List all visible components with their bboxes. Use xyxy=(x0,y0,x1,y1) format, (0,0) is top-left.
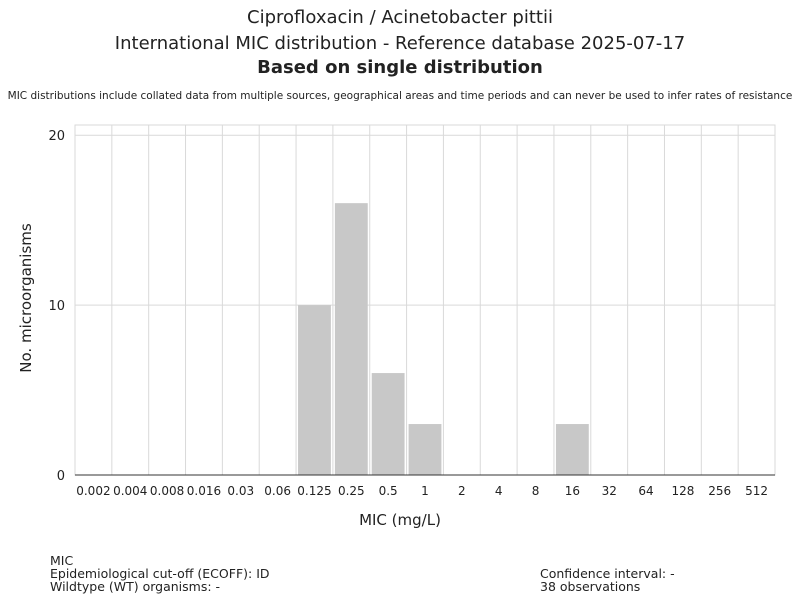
grid-layer xyxy=(74,124,776,476)
y-tick-label: 10 xyxy=(48,299,65,314)
footer-ecoff: Epidemiological cut-off (ECOFF): ID xyxy=(50,566,270,581)
y-tick-label: 20 xyxy=(48,129,65,144)
x-tick-label: 8 xyxy=(532,484,540,498)
mic-distribution-chart: 0 10 20 0.002 0.004 0.008 0.016 0.03 0.06 0.125 0.… xyxy=(17,124,776,529)
y-tick-label: 0 xyxy=(57,469,65,484)
x-tick-label: 2 xyxy=(458,484,466,498)
bar-0.125 xyxy=(298,305,331,475)
x-tick-label: 0.004 xyxy=(113,484,147,498)
x-tick-label: 0.002 xyxy=(76,484,110,498)
plot-frame xyxy=(74,124,776,476)
x-tick-label: 0.03 xyxy=(227,484,254,498)
disclaimer-note: MIC distributions include collated data … xyxy=(7,90,793,102)
x-tick-label: 64 xyxy=(638,484,653,498)
x-tick-label: 1 xyxy=(421,484,429,498)
x-tick-label: 256 xyxy=(708,484,731,498)
x-tick-label: 4 xyxy=(495,484,503,498)
x-tick-label: 0.008 xyxy=(150,484,184,498)
x-tick-label: 128 xyxy=(671,484,694,498)
x-tick-label: 512 xyxy=(745,484,768,498)
bar-16 xyxy=(555,424,589,475)
bar-1 xyxy=(408,424,442,475)
bar-layer xyxy=(298,203,589,475)
bar-0.25 xyxy=(334,203,368,475)
x-tick-label: 0.25 xyxy=(338,484,365,498)
x-tick-label: 0.5 xyxy=(379,484,398,498)
footer-mic: MIC xyxy=(50,553,74,568)
bar-0.5 xyxy=(371,373,405,475)
x-tick-label: 0.016 xyxy=(187,484,221,498)
x-axis-label: MIC (mg/L) xyxy=(359,511,441,529)
x-tick-label: 0.06 xyxy=(264,484,291,498)
x-tick-label: 32 xyxy=(602,484,617,498)
chart-title-line3: Based on single distribution xyxy=(257,57,543,78)
y-axis-label: No. microorganisms xyxy=(17,223,35,373)
x-tick-label: 0.125 xyxy=(297,484,331,498)
footer-observations: 38 observations xyxy=(540,579,641,594)
axis-layer: 0 10 20 0.002 0.004 0.008 0.016 0.03 0.06 0.125 0.… xyxy=(48,129,775,498)
chart-title-line1: Ciprofloxacin / Acinetobacter pittii xyxy=(247,7,553,28)
footer-wildtype: Wildtype (WT) organisms: - xyxy=(50,579,221,594)
chart-title-line2: International MIC distribution - Referen… xyxy=(114,33,686,54)
x-tick-label: 16 xyxy=(565,484,580,498)
footer-confidence-interval: Confidence interval: - xyxy=(540,566,675,581)
